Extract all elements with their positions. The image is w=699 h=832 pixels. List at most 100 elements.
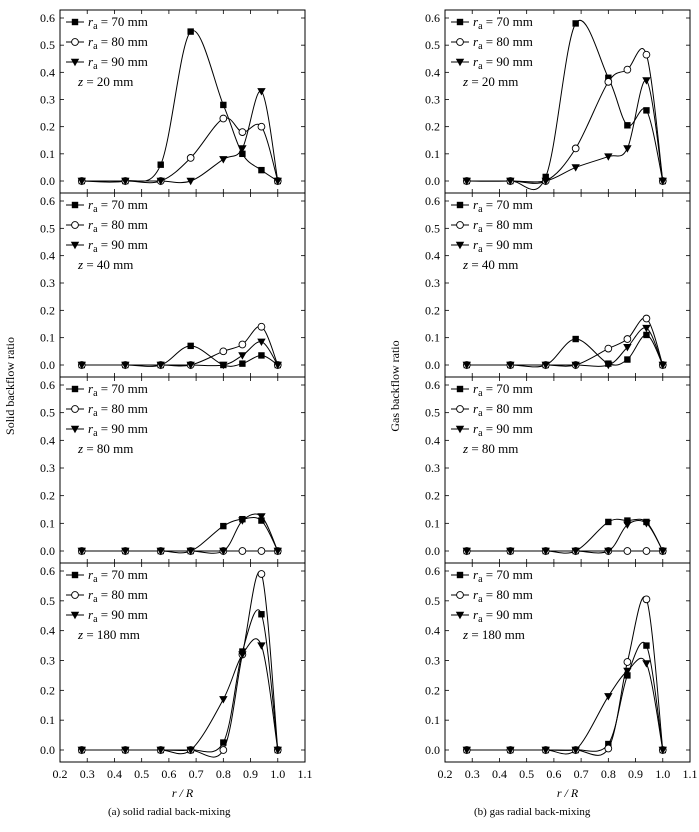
y-tick-label: 0.6 xyxy=(425,564,440,578)
data-point-square xyxy=(643,331,650,339)
x-tick-label: 0.4 xyxy=(492,767,507,781)
x-tick-label: 0.7 xyxy=(189,767,204,781)
panel-solid-3: 0.0 0.1 0.2 0.3 0.4 0.5 0.6 0.2 0.3 0.4 0.5 0.6 0.7 0… xyxy=(40,562,313,781)
x-tick-label: 0.7 xyxy=(574,767,589,781)
series-line-1 xyxy=(81,517,279,554)
legend-marker-circle xyxy=(71,405,79,413)
series-line-3 xyxy=(466,79,664,183)
data-point-triangle xyxy=(186,361,195,370)
legend-marker-triangle xyxy=(455,611,465,620)
legend-marker-triangle xyxy=(70,241,80,250)
x-tick-label: 0.4 xyxy=(107,767,122,781)
data-point-square xyxy=(624,672,631,679)
legend-label: ra = 80 mm xyxy=(473,34,533,52)
data-point-square xyxy=(220,101,227,109)
x-tick-label: 0.6 xyxy=(161,767,176,781)
data-point-triangle xyxy=(604,361,613,370)
data-point-circle xyxy=(642,50,651,59)
x-tick-label: 0.3 xyxy=(80,767,95,781)
legend-marker-circle xyxy=(71,591,79,599)
y-tick-label: 0.0 xyxy=(425,544,440,558)
data-point-triangle xyxy=(623,145,632,153)
y-tick-label: 0.5 xyxy=(425,594,440,608)
data-point-triangle xyxy=(186,547,195,556)
data-point-triangle xyxy=(121,177,130,186)
y-tick-label: 0.6 xyxy=(425,11,440,25)
z-label: z = 40 mm xyxy=(77,257,133,272)
y-tick-label: 0.3 xyxy=(40,276,55,290)
data-point-triangle xyxy=(156,547,165,556)
data-point-circle xyxy=(238,340,247,349)
y-tick-label: 0.1 xyxy=(40,713,55,727)
y-tick-label: 0.4 xyxy=(425,433,440,447)
data-point-square xyxy=(572,335,579,343)
legend-marker-triangle xyxy=(70,611,80,620)
series-line-2 xyxy=(466,317,664,367)
data-point-triangle xyxy=(541,746,550,755)
data-point-square xyxy=(258,352,265,359)
data-point-triangle xyxy=(219,361,228,370)
series-line-2 xyxy=(81,325,279,367)
legend-marker-circle xyxy=(456,591,464,599)
x-tick-label: 0.8 xyxy=(216,767,231,781)
legend-marker-square xyxy=(456,201,464,209)
y-tick-label: 0.0 xyxy=(425,358,440,372)
data-point-triangle xyxy=(541,361,550,370)
data-point-triangle xyxy=(571,361,580,370)
legend-label: ra = 90 mm xyxy=(88,607,148,625)
legend-label: ra = 70 mm xyxy=(88,567,148,585)
data-point-square xyxy=(258,166,265,174)
data-point-circle xyxy=(257,322,266,331)
legend-label: ra = 70 mm xyxy=(473,14,533,32)
data-point-square xyxy=(258,611,265,618)
y-tick-label: 0.0 xyxy=(40,174,55,188)
data-point-square xyxy=(542,173,549,181)
caption-right: (b) gas radial back-mixing xyxy=(474,806,591,818)
data-point-triangle xyxy=(219,696,228,704)
y-tick-label: 0.5 xyxy=(425,221,440,235)
data-point-triangle xyxy=(238,651,247,659)
data-point-circle xyxy=(642,547,651,555)
y-tick-label: 0.2 xyxy=(40,489,55,503)
data-point-square xyxy=(624,517,631,524)
x-axis-title: r / R xyxy=(557,786,579,800)
legend-marker-square xyxy=(456,385,464,393)
data-point-circle xyxy=(604,344,613,353)
data-point-circle xyxy=(238,547,247,555)
data-point-circle xyxy=(238,128,247,136)
legend-marker-square xyxy=(456,571,464,579)
x-tick-label: 1.1 xyxy=(298,767,313,781)
y-tick-label: 0.3 xyxy=(40,654,55,668)
legend-label: ra = 90 mm xyxy=(473,607,533,625)
x-tick-label: 0.6 xyxy=(546,767,561,781)
y-tick-label: 0.1 xyxy=(425,331,440,345)
y-tick-label: 0.2 xyxy=(425,683,440,697)
series-line-1 xyxy=(466,642,664,752)
data-point-square xyxy=(187,342,194,350)
data-point-square xyxy=(572,20,579,27)
data-point-triangle xyxy=(121,746,130,755)
data-point-square xyxy=(643,642,650,649)
y-axis-title-right: Gas backflow ratio xyxy=(388,340,402,431)
panel-gas-0: 0.0 0.1 0.2 0.3 0.4 0.5 0.6 ra = 70 mm ra = 80 m… xyxy=(425,9,691,194)
z-label: z = 80 mm xyxy=(77,441,133,456)
x-tick-label: 0.9 xyxy=(628,767,643,781)
panel-frame xyxy=(59,562,306,763)
panel-solid-1: 0.0 0.1 0.2 0.3 0.4 0.5 0.6 ra = 70 mm ra = 80 m… xyxy=(40,192,306,378)
data-point-triangle xyxy=(571,547,580,556)
z-label: z = 20 mm xyxy=(77,74,133,89)
legend-marker-triangle xyxy=(455,241,465,250)
y-tick-label: 0.0 xyxy=(425,743,440,757)
data-point-triangle xyxy=(642,660,651,668)
data-point-triangle xyxy=(604,547,613,556)
y-tick-label: 0.4 xyxy=(425,249,440,263)
data-point-triangle xyxy=(77,361,86,370)
legend-label: ra = 70 mm xyxy=(88,14,148,32)
y-tick-label: 0.1 xyxy=(40,147,55,161)
y-tick-label: 0.3 xyxy=(425,276,440,290)
legend-label: ra = 90 mm xyxy=(473,421,533,439)
data-point-circle xyxy=(623,658,632,666)
data-point-square xyxy=(643,107,650,114)
data-point-triangle xyxy=(506,746,515,755)
